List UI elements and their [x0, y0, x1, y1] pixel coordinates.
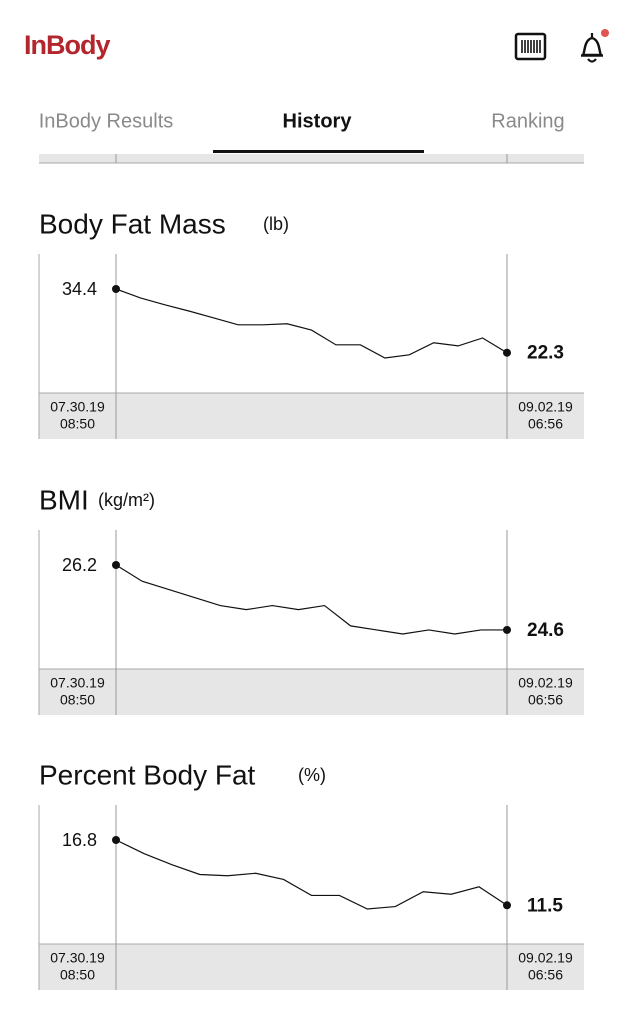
tab[interactable]: Ranking — [491, 110, 564, 132]
time-label: 06:56 — [528, 416, 563, 432]
barcode-icon[interactable] — [514, 32, 547, 61]
time-label: 06:56 — [528, 967, 563, 983]
trend-line — [115, 839, 508, 910]
tab[interactable]: InBody Results — [39, 110, 174, 132]
chart-unit: (%) — [298, 765, 326, 785]
start-value: 34.4 — [62, 279, 97, 299]
date-band — [39, 669, 584, 715]
time-label: 08:50 — [60, 967, 95, 983]
end-value: 11.5 — [527, 895, 563, 916]
date-label: 07.30.19 — [50, 675, 105, 691]
chart-title: Percent Body Fat — [39, 759, 256, 790]
time-label: 08:50 — [60, 692, 95, 708]
end-point — [503, 625, 511, 634]
end-point — [112, 561, 120, 569]
chart-title: Body Fat Mass — [39, 208, 226, 239]
date-label: 09.02.19 — [518, 399, 573, 415]
time-label: 08:50 — [60, 416, 95, 432]
tab-underline — [213, 150, 424, 153]
end-point — [503, 901, 511, 910]
start-value: 26.2 — [62, 555, 97, 575]
date-label: 09.02.19 — [518, 950, 573, 966]
date-label: 07.30.19 — [50, 950, 105, 966]
trend-line — [115, 564, 507, 635]
previous-chart-edge — [39, 154, 584, 164]
logo: InBody — [24, 30, 110, 60]
chart-unit: (kg/m²) — [98, 490, 155, 510]
trend-line — [115, 288, 508, 359]
date-label: 09.02.19 — [518, 675, 573, 691]
chart-unit: (lb) — [263, 214, 289, 234]
tab-active[interactable]: History — [283, 110, 353, 132]
time-label: 06:56 — [528, 692, 563, 708]
end-point — [112, 285, 120, 293]
date-label: 07.30.19 — [50, 399, 105, 415]
end-point — [112, 836, 120, 844]
date-band — [39, 944, 584, 990]
date-band — [39, 393, 584, 439]
end-value: 24.6 — [527, 620, 564, 641]
chart-title: BMI — [39, 484, 89, 515]
end-value: 22.3 — [527, 343, 564, 364]
end-point — [503, 348, 511, 357]
bell-icon[interactable] — [581, 29, 609, 63]
start-value: 16.8 — [62, 830, 97, 850]
